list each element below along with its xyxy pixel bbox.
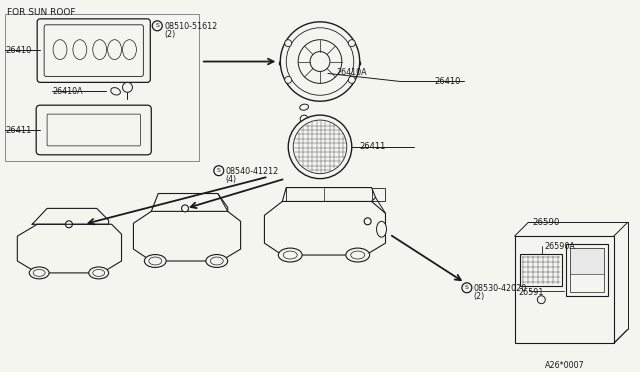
Ellipse shape <box>33 269 45 276</box>
Text: 26411: 26411 <box>360 142 386 151</box>
Ellipse shape <box>93 40 107 60</box>
Text: 26590: 26590 <box>532 218 560 227</box>
Ellipse shape <box>108 40 122 60</box>
Circle shape <box>538 296 545 304</box>
Bar <box>520 254 562 286</box>
FancyBboxPatch shape <box>47 114 140 146</box>
Ellipse shape <box>149 257 162 265</box>
Circle shape <box>182 205 189 212</box>
Text: S: S <box>465 285 469 290</box>
FancyBboxPatch shape <box>36 105 151 155</box>
Ellipse shape <box>278 248 302 262</box>
Bar <box>5 14 199 161</box>
Polygon shape <box>17 224 122 273</box>
Circle shape <box>300 115 308 123</box>
Circle shape <box>348 76 355 83</box>
Text: (4): (4) <box>226 175 237 184</box>
Text: 08540-41212: 08540-41212 <box>226 167 279 176</box>
Ellipse shape <box>284 251 297 259</box>
Text: S: S <box>217 168 221 173</box>
Ellipse shape <box>29 267 49 279</box>
Bar <box>566 244 608 296</box>
Circle shape <box>462 283 472 293</box>
Text: 26410A: 26410A <box>52 87 83 96</box>
Ellipse shape <box>73 40 87 60</box>
Circle shape <box>152 21 162 31</box>
Polygon shape <box>133 211 241 261</box>
Ellipse shape <box>206 254 228 267</box>
Ellipse shape <box>376 221 387 237</box>
FancyBboxPatch shape <box>44 25 143 76</box>
Text: FOR SUN ROOF: FOR SUN ROOF <box>8 8 76 17</box>
Text: 26591: 26591 <box>518 288 544 297</box>
Text: 26410A: 26410A <box>336 68 367 77</box>
Text: 26410: 26410 <box>434 77 461 86</box>
Ellipse shape <box>111 88 120 95</box>
Circle shape <box>364 218 371 225</box>
Text: 08510-51612: 08510-51612 <box>164 22 218 31</box>
Text: (2): (2) <box>474 292 485 301</box>
Ellipse shape <box>346 248 370 262</box>
Text: 08530-42020: 08530-42020 <box>474 284 527 293</box>
Bar <box>372 187 385 202</box>
Circle shape <box>348 40 355 46</box>
Bar <box>515 236 614 343</box>
Ellipse shape <box>145 254 166 267</box>
Text: 26590A: 26590A <box>544 242 575 251</box>
Circle shape <box>122 82 132 92</box>
Circle shape <box>280 22 360 101</box>
Text: 26410: 26410 <box>5 46 32 55</box>
Ellipse shape <box>122 40 136 60</box>
Circle shape <box>214 166 224 176</box>
Circle shape <box>288 115 352 179</box>
Ellipse shape <box>211 257 223 265</box>
FancyBboxPatch shape <box>37 19 150 82</box>
Text: (2): (2) <box>164 30 175 39</box>
Bar <box>570 248 604 292</box>
Circle shape <box>285 40 292 46</box>
Circle shape <box>285 76 292 83</box>
Ellipse shape <box>53 40 67 60</box>
Circle shape <box>65 221 72 228</box>
Polygon shape <box>264 202 385 255</box>
Text: S: S <box>156 23 159 28</box>
Ellipse shape <box>89 267 109 279</box>
Ellipse shape <box>279 54 361 73</box>
Ellipse shape <box>351 251 365 259</box>
Text: 26411: 26411 <box>5 126 32 135</box>
Text: A26*0007: A26*0007 <box>545 361 585 370</box>
Bar <box>570 248 604 274</box>
Ellipse shape <box>93 269 105 276</box>
Ellipse shape <box>300 104 308 110</box>
